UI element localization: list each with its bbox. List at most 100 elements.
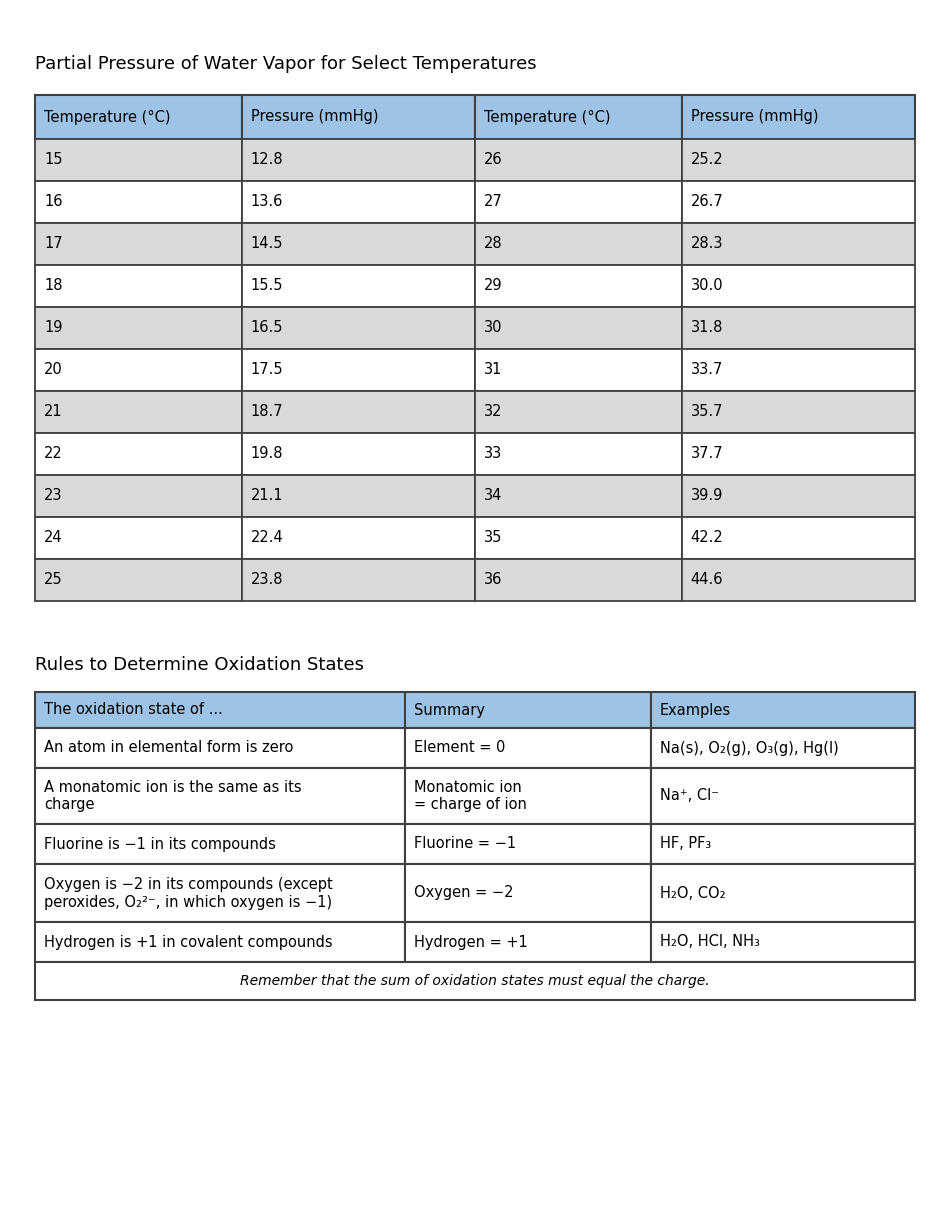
Bar — [405, 692, 651, 728]
Bar — [35, 475, 242, 517]
Text: Fluorine = −1: Fluorine = −1 — [413, 836, 516, 851]
Text: 21.1: 21.1 — [251, 488, 283, 503]
Bar — [682, 264, 915, 308]
Bar — [35, 863, 405, 922]
Text: 31.8: 31.8 — [691, 321, 723, 336]
Bar — [651, 922, 915, 962]
Text: 25: 25 — [44, 572, 63, 588]
Text: Pressure (mmHg): Pressure (mmHg) — [251, 109, 378, 124]
Text: charge: charge — [44, 797, 94, 813]
Text: An atom in elemental form is zero: An atom in elemental form is zero — [44, 740, 294, 755]
Text: 24: 24 — [44, 530, 63, 545]
Bar — [242, 349, 475, 391]
Bar — [475, 517, 682, 558]
Bar — [475, 433, 682, 475]
Text: Summary: Summary — [413, 702, 484, 717]
Text: 39.9: 39.9 — [691, 488, 723, 503]
Text: 19.8: 19.8 — [251, 446, 283, 461]
Text: Remember that the sum of oxidation states must equal the charge.: Remember that the sum of oxidation state… — [240, 974, 710, 988]
Text: 32: 32 — [484, 405, 503, 419]
Bar — [475, 139, 682, 181]
Text: 44.6: 44.6 — [691, 572, 723, 588]
Text: 16: 16 — [44, 194, 63, 209]
Text: Temperature (°C): Temperature (°C) — [44, 109, 170, 124]
Text: 27: 27 — [484, 194, 503, 209]
Bar — [242, 308, 475, 349]
Bar — [651, 692, 915, 728]
Text: 22: 22 — [44, 446, 63, 461]
Bar — [682, 181, 915, 223]
Text: 33.7: 33.7 — [691, 363, 723, 378]
Text: 21: 21 — [44, 405, 63, 419]
Bar — [682, 558, 915, 601]
Text: 42.2: 42.2 — [691, 530, 724, 545]
Bar — [35, 558, 242, 601]
Text: 26: 26 — [484, 153, 503, 167]
Bar — [35, 433, 242, 475]
Bar — [35, 768, 405, 824]
Text: 30: 30 — [484, 321, 503, 336]
Bar — [242, 433, 475, 475]
Bar — [35, 223, 242, 264]
Text: 23: 23 — [44, 488, 63, 503]
Bar — [242, 558, 475, 601]
Text: 23.8: 23.8 — [251, 572, 283, 588]
Bar — [242, 391, 475, 433]
Text: Oxygen = −2: Oxygen = −2 — [413, 886, 513, 900]
Bar — [35, 922, 405, 962]
Text: 30.0: 30.0 — [691, 278, 724, 294]
Bar — [475, 391, 682, 433]
Bar — [475, 475, 682, 517]
Bar — [682, 517, 915, 558]
Bar — [682, 139, 915, 181]
Text: = charge of ion: = charge of ion — [413, 797, 526, 813]
Bar — [651, 863, 915, 922]
Bar — [35, 308, 242, 349]
Bar — [242, 223, 475, 264]
Text: 18: 18 — [44, 278, 63, 294]
Text: 25.2: 25.2 — [691, 153, 724, 167]
Text: 22.4: 22.4 — [251, 530, 283, 545]
Text: 15.5: 15.5 — [251, 278, 283, 294]
Text: 31: 31 — [484, 363, 503, 378]
Bar — [242, 139, 475, 181]
Bar — [242, 95, 475, 139]
Bar — [475, 223, 682, 264]
Bar — [35, 728, 405, 768]
Text: 37.7: 37.7 — [691, 446, 724, 461]
Bar — [35, 692, 405, 728]
Text: Oxygen is −2 in its compounds (except: Oxygen is −2 in its compounds (except — [44, 877, 332, 892]
Text: 36: 36 — [484, 572, 503, 588]
Text: 15: 15 — [44, 153, 63, 167]
Text: Monatomic ion: Monatomic ion — [413, 780, 522, 795]
Text: 16.5: 16.5 — [251, 321, 283, 336]
Text: 28: 28 — [484, 236, 503, 251]
Bar — [651, 824, 915, 863]
Bar — [682, 95, 915, 139]
Text: 19: 19 — [44, 321, 63, 336]
Text: 34: 34 — [484, 488, 503, 503]
Bar — [651, 728, 915, 768]
Text: A monatomic ion is the same as its: A monatomic ion is the same as its — [44, 780, 302, 795]
Bar — [35, 264, 242, 308]
Bar — [35, 391, 242, 433]
Text: 26.7: 26.7 — [691, 194, 724, 209]
Text: Fluorine is −1 in its compounds: Fluorine is −1 in its compounds — [44, 836, 276, 851]
Bar — [651, 768, 915, 824]
Text: 35: 35 — [484, 530, 503, 545]
Text: 12.8: 12.8 — [251, 153, 283, 167]
Bar — [242, 517, 475, 558]
Bar — [35, 517, 242, 558]
Bar — [35, 139, 242, 181]
Text: Na⁺, Cl⁻: Na⁺, Cl⁻ — [660, 788, 719, 803]
Text: 17: 17 — [44, 236, 63, 251]
Bar — [35, 95, 242, 139]
Bar — [242, 264, 475, 308]
Text: 35.7: 35.7 — [691, 405, 723, 419]
Text: 33: 33 — [484, 446, 503, 461]
Bar — [682, 475, 915, 517]
Bar — [475, 349, 682, 391]
Bar — [405, 863, 651, 922]
Bar — [475, 308, 682, 349]
Bar — [35, 962, 915, 1000]
